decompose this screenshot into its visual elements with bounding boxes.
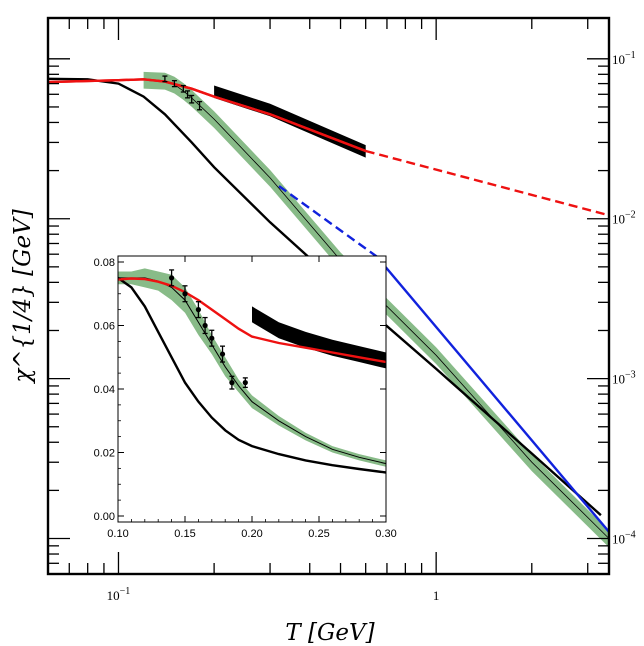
inset-data-point	[182, 285, 188, 303]
main-data-point	[197, 100, 203, 111]
inset-x-tick-label: 0.30	[375, 528, 396, 540]
main-line-2	[365, 149, 609, 217]
inset-line-2	[118, 277, 386, 364]
main-line-3	[278, 185, 378, 258]
inset-y-tick-label: 0.04	[94, 384, 115, 396]
main-data-point	[180, 84, 186, 93]
main-frame	[46, 16, 611, 576]
inset-band-1	[252, 306, 386, 369]
main-plot: 10−1 1 10−1 10−2 10−3 10−4	[46, 16, 636, 603]
x-tick-label: 10−1	[107, 586, 131, 603]
inset-data-point	[209, 329, 215, 347]
y-tick-label: 10−3	[612, 370, 636, 387]
y-tick-label: 10−1	[612, 50, 636, 67]
main-data-point	[171, 80, 177, 88]
main-band-0	[143, 71, 609, 548]
inset-line-0	[118, 276, 386, 474]
inset-data-point	[229, 375, 235, 390]
y-axis-title: χ^{1/4} [GeV]	[10, 209, 36, 384]
inset-plot: 0.10 0.15 0.20 0.25 0.30 0.00 0.02 0.04 0.06 0.08	[94, 255, 397, 540]
main-line-4	[375, 255, 609, 533]
inset-data-point	[169, 269, 175, 287]
inset-x-tick-label: 0.25	[308, 528, 329, 540]
inset-data-point	[242, 377, 248, 389]
inset-data-point	[219, 345, 226, 363]
inset-y-tick-label: 0.06	[94, 321, 115, 333]
inset-y-tick-label: 0.00	[94, 511, 115, 523]
main-red-overlay	[48, 78, 367, 153]
inset-data-point	[195, 301, 201, 319]
main-data-point	[185, 90, 191, 99]
inset-y-tick-label: 0.02	[94, 448, 115, 460]
inset-x-tick-label: 0.10	[107, 528, 128, 540]
inset-y-tick-label: 0.08	[94, 257, 115, 269]
inset-background	[118, 256, 386, 522]
main-data-point	[162, 75, 168, 83]
x-axis-title: T [GeV]	[285, 620, 374, 646]
main-data-point	[189, 94, 195, 104]
inset-data-point	[202, 316, 208, 335]
inset-x-tick-label: 0.20	[241, 528, 262, 540]
inset-x-tick-label: 0.15	[174, 528, 195, 540]
y-tick-label: 10−4	[612, 530, 636, 547]
y-tick-label: 10−2	[612, 210, 636, 227]
x-tick-label: 1	[433, 588, 440, 603]
inset-frame	[117, 255, 387, 523]
main-line-0	[48, 77, 602, 517]
